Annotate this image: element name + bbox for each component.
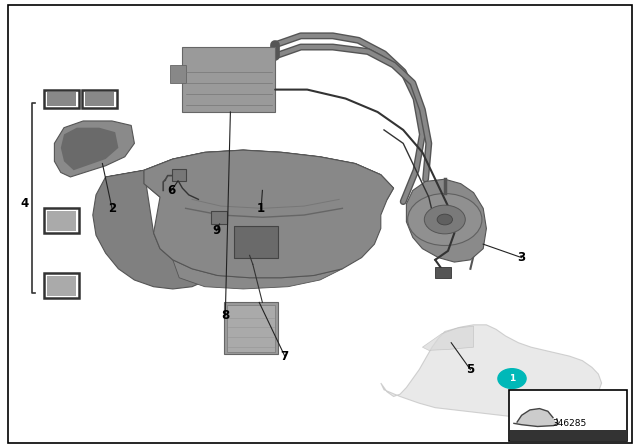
Polygon shape — [173, 260, 342, 289]
Text: 6: 6 — [168, 184, 175, 197]
Text: 1: 1 — [509, 374, 515, 383]
Circle shape — [498, 369, 526, 388]
Text: 9: 9 — [212, 224, 220, 237]
Polygon shape — [514, 409, 557, 426]
Bar — [47, 92, 76, 106]
Bar — [82, 90, 117, 108]
Polygon shape — [144, 150, 394, 217]
Text: 7: 7 — [281, 349, 289, 363]
Bar — [224, 302, 278, 354]
Bar — [85, 92, 114, 106]
Circle shape — [437, 214, 452, 225]
Text: 2: 2 — [108, 202, 116, 215]
Bar — [234, 226, 278, 258]
Bar — [510, 430, 627, 441]
Bar — [172, 169, 186, 181]
Bar — [170, 65, 186, 83]
Text: 1: 1 — [257, 202, 265, 215]
Bar — [47, 276, 76, 296]
Polygon shape — [93, 170, 218, 289]
Text: 4: 4 — [20, 197, 28, 211]
Bar — [44, 208, 79, 233]
Bar — [227, 305, 275, 352]
Circle shape — [408, 194, 482, 246]
Bar — [47, 211, 76, 231]
Bar — [234, 226, 272, 255]
Polygon shape — [106, 150, 394, 197]
Polygon shape — [144, 150, 394, 278]
Polygon shape — [61, 128, 118, 170]
Bar — [211, 211, 227, 224]
Polygon shape — [54, 121, 134, 177]
Circle shape — [424, 205, 465, 234]
Bar — [44, 273, 79, 298]
Bar — [182, 47, 275, 112]
Bar — [44, 90, 79, 108]
Polygon shape — [381, 325, 602, 417]
Polygon shape — [406, 179, 486, 262]
Bar — [509, 390, 627, 441]
Text: 3: 3 — [518, 251, 525, 264]
Text: 346285: 346285 — [552, 419, 587, 428]
Polygon shape — [422, 326, 474, 350]
Text: 8: 8 — [221, 309, 229, 323]
Text: 5: 5 — [467, 363, 474, 376]
Bar — [435, 267, 451, 278]
